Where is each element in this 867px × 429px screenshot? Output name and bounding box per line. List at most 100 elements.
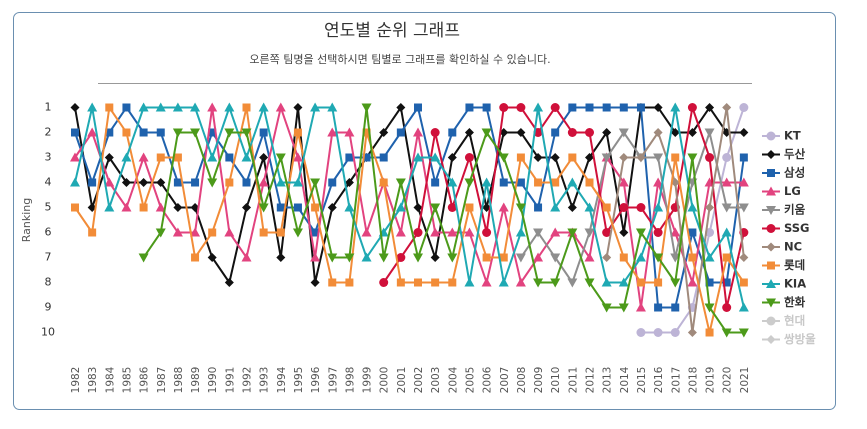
legend-item[interactable]: LG — [762, 184, 801, 198]
point — [498, 277, 509, 287]
point — [584, 228, 595, 238]
y-tick-label: 4 — [45, 176, 52, 189]
x-tick-label: 2002 — [413, 367, 425, 394]
chart-title: 연도별 순위 그래프 — [324, 21, 460, 41]
x-tick-label: 2014 — [619, 366, 631, 393]
point — [687, 328, 697, 337]
x-tick-label: 2005 — [464, 367, 476, 394]
point — [447, 227, 458, 237]
legend-label: 키움 — [784, 203, 806, 217]
point — [738, 203, 749, 213]
point — [739, 103, 749, 112]
point — [379, 178, 388, 187]
point — [670, 128, 680, 137]
point — [395, 202, 406, 212]
point — [482, 228, 492, 237]
point — [687, 103, 697, 112]
point — [414, 278, 422, 287]
point — [345, 153, 354, 162]
point — [464, 277, 475, 287]
point — [105, 128, 114, 137]
point — [704, 303, 715, 313]
series — [71, 103, 748, 312]
point — [584, 252, 595, 262]
x-tick-label: 2003 — [430, 367, 442, 394]
point — [636, 278, 645, 287]
series-line — [142, 107, 744, 334]
point — [499, 103, 509, 112]
y-tick-label: 7 — [45, 251, 52, 264]
point — [721, 203, 732, 213]
point — [276, 228, 285, 237]
point — [533, 153, 543, 162]
point — [310, 278, 320, 287]
point — [430, 203, 441, 213]
point — [653, 202, 664, 212]
point — [292, 152, 303, 162]
point — [704, 128, 715, 138]
legend-marker — [766, 316, 776, 326]
point — [105, 103, 114, 112]
point — [618, 277, 629, 287]
point — [619, 253, 628, 262]
point — [430, 253, 440, 262]
point — [276, 203, 285, 212]
legend-item[interactable]: KT — [762, 129, 801, 143]
point — [516, 103, 526, 112]
point — [550, 202, 561, 212]
legend-item[interactable]: 현대 — [762, 314, 805, 328]
point — [705, 278, 714, 287]
point — [636, 203, 646, 212]
legend-item[interactable]: NC — [762, 240, 802, 254]
point — [635, 228, 646, 238]
legend-label: 한화 — [784, 295, 806, 309]
point — [207, 178, 218, 188]
x-tick-label: 1999 — [362, 367, 374, 394]
x-tick-label: 1988 — [173, 367, 185, 394]
legend-item[interactable]: 롯데 — [762, 258, 805, 272]
legend-item[interactable]: 삼성 — [762, 166, 805, 180]
legend-item[interactable]: 키움 — [762, 203, 806, 217]
legend-item[interactable]: 두산 — [762, 147, 806, 161]
point — [395, 227, 406, 237]
point — [534, 203, 543, 212]
y-tick-label: 5 — [45, 201, 52, 214]
series-line — [520, 128, 744, 285]
point — [122, 103, 131, 112]
point — [602, 103, 611, 112]
point — [585, 153, 594, 162]
legend-item[interactable]: KIA — [762, 277, 806, 291]
point — [653, 253, 664, 263]
point — [207, 102, 218, 112]
legend-label: KT — [784, 129, 801, 143]
point — [705, 328, 714, 337]
point — [447, 253, 458, 263]
point — [414, 103, 422, 112]
point — [361, 252, 372, 262]
point — [190, 102, 201, 112]
point — [464, 153, 474, 162]
x-tick-label: 1996 — [310, 366, 322, 393]
x-tick-label: 1986 — [139, 366, 151, 393]
point — [687, 202, 698, 212]
point — [464, 128, 474, 137]
point — [585, 128, 594, 137]
point — [88, 178, 97, 187]
point — [498, 202, 509, 212]
point — [722, 253, 731, 262]
x-tick-label: 2021 — [739, 367, 751, 394]
point — [361, 103, 372, 113]
point — [396, 253, 406, 262]
x-tick-label: 2007 — [499, 367, 511, 394]
point — [258, 203, 269, 213]
legend-item[interactable]: SSG — [762, 221, 810, 235]
point — [327, 203, 337, 212]
point — [567, 203, 577, 212]
legend-label: KIA — [784, 277, 806, 291]
point — [396, 278, 405, 287]
point — [155, 228, 166, 238]
legend-marker — [766, 298, 776, 308]
legend-item[interactable]: 한화 — [762, 295, 806, 309]
legend-item[interactable]: 쌍방울 — [762, 332, 816, 346]
